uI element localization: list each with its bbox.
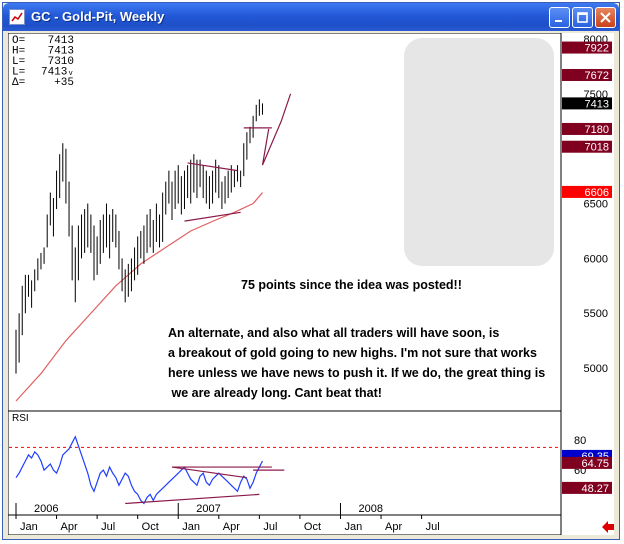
rsi-marker-label-1: 64.75 [581, 458, 609, 470]
month-label-7: Oct [304, 521, 321, 533]
annotation-line-4: we are already long. Cant beat that! [168, 386, 382, 400]
chart-area[interactable]: 5000550060006500700075008000792276727413… [7, 32, 614, 536]
ohlc-value-2: 7310 [48, 56, 74, 68]
price-marker-box-1 [562, 68, 612, 81]
year-label-0: 2006 [34, 503, 58, 515]
chart-icon [9, 9, 25, 25]
month-label-8: Jan [344, 521, 362, 533]
month-label-1: Apr [61, 521, 78, 533]
maximize-button[interactable] [572, 7, 593, 28]
rsi-panel [7, 410, 562, 516]
price-marker-box-5 [562, 185, 612, 198]
rsi-series-line [15, 435, 264, 505]
price-tick-5000: 5000 [584, 363, 608, 375]
annotation-headline: 75 points since the idea was posted!! [241, 278, 462, 292]
rsi-marker-box-2 [562, 481, 612, 494]
maximize-icon [577, 12, 588, 23]
window-title: GC - Gold-Pit, Weekly [31, 9, 165, 24]
ohlc-label-2: L= [12, 56, 25, 68]
annotation-line-2: a breakout of gold going to new highs. I… [168, 346, 537, 360]
month-label-3: Oct [142, 521, 159, 533]
price-projection-line[interactable] [261, 93, 292, 166]
annotation-line-1: An alternate, and also what all traders … [168, 326, 499, 340]
month-label-10: Jul [426, 521, 440, 533]
price-chart-svg[interactable]: 5000550060006500700075008000792276727413… [7, 32, 614, 536]
ohlc-readout: O= 7413 H= 7413 L= 7310 L= 7413ᵥ Δ= +35 [12, 35, 74, 89]
ohlc-value-3: 7413ᵥ [41, 67, 74, 79]
price-tick-5500: 5500 [584, 308, 608, 320]
scroll-right-arrow-icon[interactable] [602, 521, 614, 533]
price-marker-label-0: 7922 [585, 43, 609, 55]
time-axis-panel [7, 514, 562, 536]
price-tick-6500: 6500 [584, 199, 608, 211]
rsi-tick-80: 80 [574, 435, 586, 447]
price-marker-label-5: 6606 [585, 187, 609, 199]
price-tick-6000: 6000 [584, 253, 608, 265]
title-bar[interactable]: GC - Gold-Pit, Weekly [3, 3, 619, 31]
close-button[interactable] [595, 7, 616, 28]
month-label-9: Apr [385, 521, 402, 533]
ohlc-value-1: 7413 [48, 46, 74, 58]
rsi-trendline-2[interactable] [125, 493, 260, 505]
price-marker-label-4: 7018 [585, 142, 609, 154]
month-label-4: Jan [182, 521, 200, 533]
month-label-0: Jan [20, 521, 38, 533]
price-trendline-0[interactable] [187, 162, 238, 172]
month-label-2: Jul [101, 521, 115, 533]
minimize-icon [555, 20, 562, 22]
ohlc-label-4: Δ= [12, 77, 25, 89]
price-marker-box-2 [562, 97, 612, 110]
ohlc-value-4: +35 [54, 77, 74, 89]
price-marker-box-3 [562, 122, 612, 135]
ohlc-value-0: 7413 [48, 35, 74, 47]
ohlc-label-1: H= [12, 46, 25, 58]
annotation-line-3: here unless we have news to push it. If … [168, 366, 545, 380]
year-label-2: 2008 [358, 503, 382, 515]
year-label-1: 2007 [196, 503, 220, 515]
rsi-marker-label-2: 48.27 [581, 483, 609, 495]
ohlc-label-3: L= [12, 67, 25, 79]
price-marker-label-1: 7672 [585, 70, 609, 82]
chart-window: GC - Gold-Pit, Weekly 5000 5500 6000 6500 70… [2, 2, 620, 540]
price-trendline-1[interactable] [184, 211, 241, 222]
month-label-6: Jul [263, 521, 277, 533]
price-marker-box-0 [562, 41, 612, 54]
price-marker-label-3: 7180 [585, 124, 609, 136]
rsi-title: RSI [12, 413, 29, 424]
moving-average-line [15, 192, 263, 402]
overlay-box [404, 38, 554, 266]
price-marker-label-2: 7413 [585, 98, 609, 110]
month-label-5: Apr [223, 521, 240, 533]
rsi-marker-box-1 [562, 456, 612, 469]
ohlc-label-0: O= [12, 35, 25, 47]
minimize-button[interactable] [549, 7, 570, 28]
rsi-trendline-0[interactable] [171, 466, 247, 479]
close-icon [600, 12, 611, 23]
price-marker-box-4 [562, 140, 612, 153]
